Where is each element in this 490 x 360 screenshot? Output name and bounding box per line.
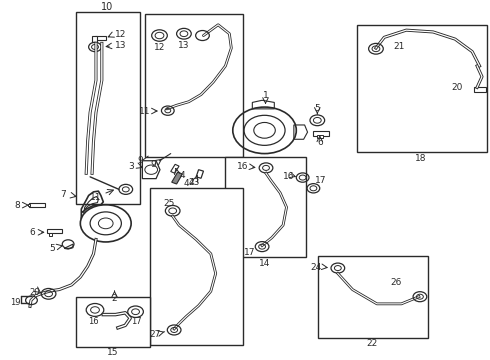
Bar [474,87,486,92]
Text: 6: 6 [29,228,35,237]
Text: 4: 4 [184,180,189,189]
Polygon shape [143,161,160,179]
Text: 5: 5 [315,104,320,113]
Text: 20: 20 [30,288,40,297]
Text: 20: 20 [452,83,463,92]
Polygon shape [171,164,179,173]
Bar [27,204,30,206]
Text: 11: 11 [139,107,150,116]
Bar [95,36,106,40]
Bar [49,233,52,235]
Bar [29,203,45,207]
Text: 10: 10 [101,2,113,12]
Polygon shape [64,244,73,249]
Text: 13: 13 [178,41,190,50]
Text: 8: 8 [15,201,20,210]
Text: 6: 6 [317,138,322,147]
Polygon shape [196,170,203,178]
Text: 16: 16 [88,317,99,326]
Text: 1: 1 [263,91,269,100]
Bar [318,135,323,138]
Text: 7: 7 [60,190,66,199]
Text: 26: 26 [391,278,402,287]
Text: 17: 17 [131,317,142,326]
Text: 5: 5 [49,244,55,253]
Text: 13: 13 [115,41,126,50]
Polygon shape [172,172,182,184]
Bar [145,14,243,157]
Text: 12: 12 [154,43,165,52]
Text: 16: 16 [237,162,248,171]
Bar [76,12,140,204]
Text: 17: 17 [244,248,256,257]
Text: 18: 18 [415,154,427,163]
Bar [76,297,150,347]
Text: 21: 21 [393,42,405,51]
Polygon shape [252,100,274,109]
Text: 24: 24 [310,262,321,271]
Bar [92,36,97,42]
Text: 25: 25 [164,199,175,208]
Text: 11: 11 [90,193,102,202]
Text: 17: 17 [315,176,326,185]
Bar [318,256,428,338]
Text: 16: 16 [283,172,294,181]
Text: 22: 22 [367,339,378,348]
Bar [150,188,243,345]
Text: 14: 14 [259,259,270,268]
Text: 2: 2 [112,294,117,303]
Bar [47,229,62,233]
Text: 4: 4 [180,171,185,180]
Bar [314,131,329,136]
Text: 15: 15 [107,348,119,357]
Text: 19: 19 [10,298,21,307]
Text: 4: 4 [189,179,194,188]
Text: 23: 23 [188,179,199,188]
Bar [225,157,306,257]
Text: 9: 9 [137,156,143,165]
Bar [357,25,487,152]
Text: 3: 3 [129,162,135,171]
Polygon shape [294,125,308,139]
Text: 12: 12 [115,30,126,39]
Text: 9: 9 [151,160,156,169]
Text: 27: 27 [149,330,160,339]
